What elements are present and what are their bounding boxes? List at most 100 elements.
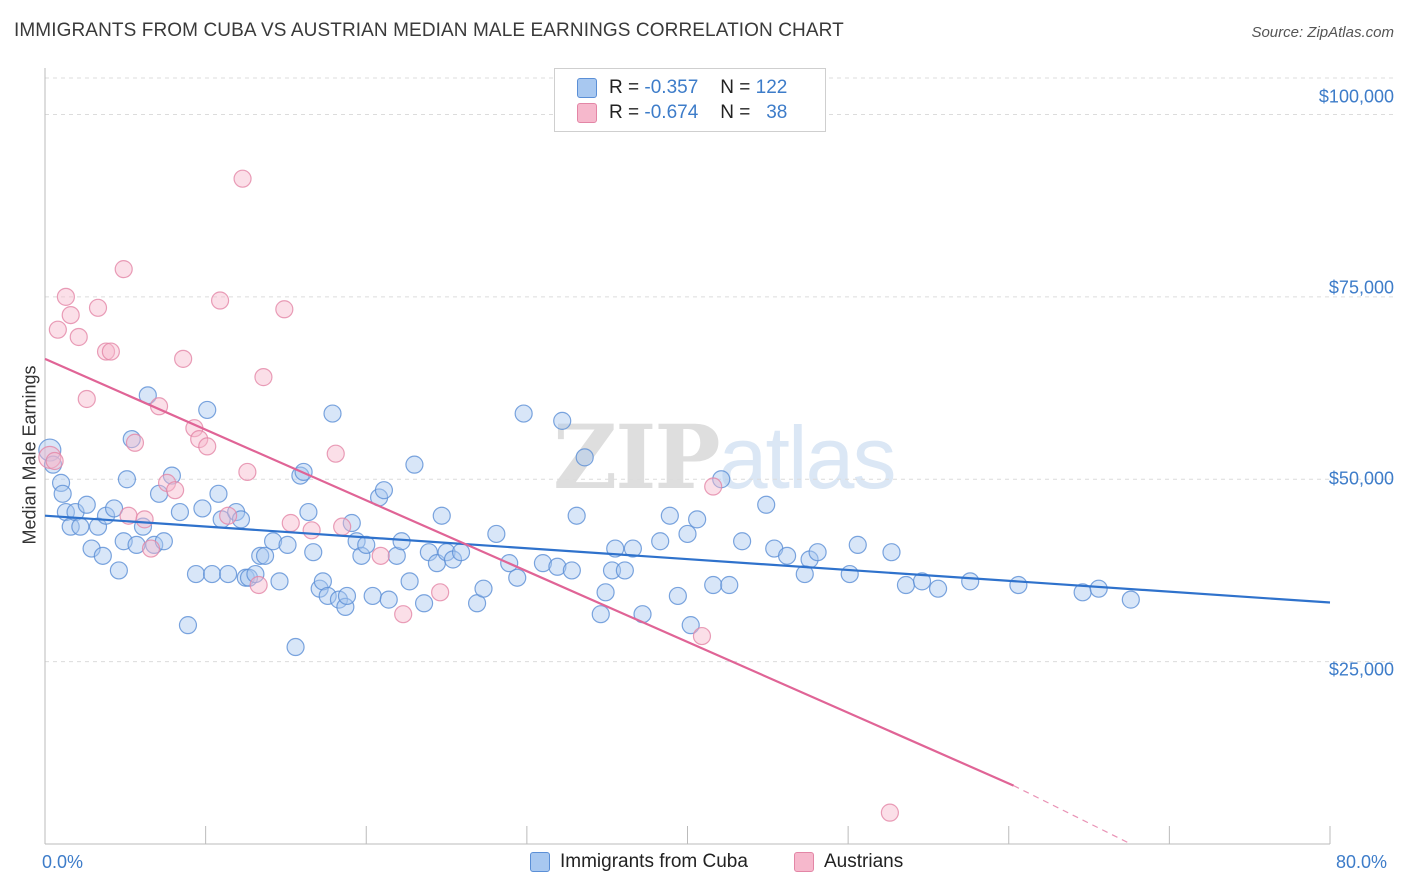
y-tick-label-75000: $75,000 (1328, 277, 1394, 298)
cuba-point (1089, 579, 1108, 598)
austrian-point (114, 260, 133, 279)
cuba-point (896, 575, 916, 595)
cuba-point (808, 543, 827, 562)
cuba-point (720, 575, 739, 595)
austrian-point (101, 342, 120, 361)
cuba-point (733, 532, 752, 551)
cuba-point (209, 484, 228, 503)
r-value-cuba: -0.357 (644, 77, 699, 98)
cuba-point (387, 546, 406, 565)
cuba-point (337, 586, 357, 606)
legend-row-cuba: R = -0.357 N = 122 (577, 76, 787, 100)
cuba-point (66, 502, 85, 522)
austrian-point (880, 803, 899, 822)
cuba-point (660, 506, 679, 525)
cuba-point (363, 586, 382, 606)
austrian-point (219, 506, 238, 525)
source-label: Source: ZipAtlas.com (1251, 24, 1394, 41)
austrian-point (141, 539, 161, 558)
cuba-point (668, 586, 687, 606)
austrian-point (61, 305, 80, 325)
cuba-point (219, 564, 238, 584)
cuba-point (533, 554, 553, 573)
cuba-point (681, 616, 700, 635)
cuba-point (591, 605, 610, 624)
cuba-point (117, 470, 137, 489)
cuba-point (405, 455, 424, 474)
cuba-point (688, 510, 707, 529)
cuba-point (514, 404, 533, 423)
cuba-point (840, 564, 859, 584)
cuba-point (53, 484, 72, 503)
cuba-point (777, 546, 797, 565)
austrian-point (135, 510, 154, 529)
austrian-point (249, 575, 268, 595)
swatch-cuba-icon (577, 78, 597, 98)
r-label: R = (609, 102, 640, 123)
y-tick-label-25000: $25,000 (1328, 659, 1394, 680)
n-label: N = (720, 77, 751, 98)
austrian-point (238, 462, 257, 482)
legend-label-cuba: Immigrants from Cuba (560, 851, 748, 872)
austrian-point (96, 342, 116, 361)
cuba-point (186, 564, 206, 584)
cuba-point (562, 561, 581, 580)
austrian-point (275, 300, 294, 319)
cuba-point (286, 637, 305, 657)
x-tick-label-max: 80.0% (1336, 852, 1388, 872)
cuba-point (928, 579, 948, 598)
cuba-point (263, 532, 283, 551)
cuba-point (318, 586, 337, 606)
austrian-point (166, 481, 185, 500)
cuba-point (961, 572, 980, 591)
cuba-point (304, 543, 323, 562)
austrian-point (45, 451, 64, 471)
r-value-austrians: -0.674 (644, 102, 699, 123)
cuba-point (77, 495, 96, 514)
legend-austrians-icon (794, 852, 814, 872)
austrian-point (704, 477, 723, 496)
austrian-point (174, 349, 193, 368)
cuba-point (127, 535, 146, 554)
cuba-point (246, 564, 265, 584)
cuba-point (342, 513, 361, 533)
cuba-point (251, 546, 270, 565)
cuba-point (352, 546, 371, 565)
cuba-point (278, 535, 297, 554)
austrian-point (281, 513, 300, 533)
cuba-point (93, 546, 112, 565)
cuba-point (606, 539, 625, 558)
cuba-point (615, 561, 634, 580)
austrian-point (77, 389, 96, 409)
cuba-point (170, 502, 190, 522)
austrian-point (302, 521, 321, 540)
cuba-point (71, 517, 90, 536)
cuba-point (451, 543, 471, 562)
legend-cuba-icon (530, 852, 550, 872)
austrian-point (692, 626, 712, 646)
y-tick-label-50000: $50,000 (1328, 468, 1394, 489)
austrian-point (210, 291, 230, 310)
cuba-point (323, 404, 342, 423)
cuba-point (508, 568, 527, 587)
legend-item-cuba: Immigrants from Cuba (530, 851, 748, 873)
trend-line-cuba (44, 514, 1331, 604)
cuba-point (414, 594, 434, 613)
cuba-point (548, 557, 567, 576)
austrian-point (88, 298, 108, 317)
cuba-point (1121, 590, 1140, 609)
cuba-point (1009, 575, 1028, 595)
cuba-point (882, 543, 901, 562)
cuba-point (400, 572, 419, 591)
correlation-legend: R = -0.357 N = 122 R = -0.674 N = 38 (554, 68, 826, 132)
cuba-point (109, 561, 128, 580)
legend-label-austrians: Austrians (824, 851, 904, 872)
legend-item-austrians: Austrians (794, 851, 903, 873)
cuba-point (374, 481, 394, 500)
x-tick-label-min: 0.0% (42, 852, 84, 872)
cuba-point (575, 448, 594, 467)
trend-lines (44, 357, 1331, 845)
axes (44, 68, 1331, 845)
y-tick-label-100000: $100,000 (1318, 86, 1394, 107)
austrian-point (254, 368, 273, 387)
